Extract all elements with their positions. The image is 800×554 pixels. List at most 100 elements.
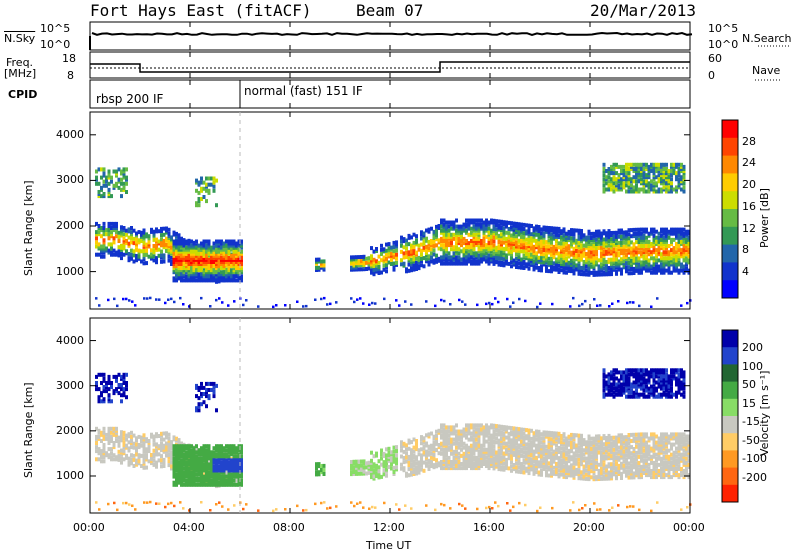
power-cell bbox=[505, 239, 508, 243]
power-cell bbox=[207, 251, 211, 256]
power-cell bbox=[182, 251, 186, 256]
power-cell bbox=[652, 242, 656, 246]
power-cell bbox=[190, 243, 193, 248]
power-cell bbox=[472, 253, 476, 258]
power-cell bbox=[452, 253, 456, 258]
power-cell bbox=[142, 230, 146, 235]
power-cell bbox=[530, 236, 533, 241]
power-cell bbox=[442, 234, 446, 239]
power-cell bbox=[475, 236, 478, 241]
velocity-cell bbox=[112, 457, 116, 462]
power-cell bbox=[632, 234, 636, 239]
power-cell bbox=[102, 228, 106, 233]
power-cell bbox=[640, 242, 643, 246]
power-cell bbox=[540, 227, 543, 232]
power-cell bbox=[637, 164, 641, 169]
velocity-cell bbox=[370, 460, 373, 465]
velocity-cell bbox=[137, 445, 141, 450]
power-cell bbox=[572, 246, 576, 251]
power-cell bbox=[535, 232, 538, 237]
power-cell bbox=[160, 249, 163, 254]
power-cell bbox=[107, 221, 111, 226]
power-cell bbox=[600, 231, 603, 236]
power-cell bbox=[465, 228, 468, 233]
power-cell bbox=[577, 249, 581, 254]
power-cell bbox=[155, 247, 158, 252]
power-cell bbox=[687, 270, 691, 275]
velocity-cell bbox=[375, 467, 378, 472]
power-cell bbox=[222, 243, 226, 248]
power-cell bbox=[372, 272, 376, 277]
power-cell bbox=[185, 255, 188, 260]
velocity-cell bbox=[97, 428, 101, 433]
power-cell bbox=[197, 199, 201, 204]
velocity-cell bbox=[437, 443, 441, 447]
power-cell bbox=[115, 228, 118, 233]
power-cell bbox=[593, 298, 596, 301]
velocity-cell bbox=[450, 425, 453, 430]
velocity-cell bbox=[230, 450, 233, 455]
power-cell bbox=[625, 167, 628, 171]
power-cell bbox=[645, 164, 648, 169]
power-cell bbox=[550, 232, 553, 237]
velocity-cell bbox=[212, 450, 216, 455]
velocity-cell bbox=[405, 443, 408, 448]
power-cell bbox=[480, 253, 483, 258]
power-cell bbox=[662, 167, 666, 171]
power-cell bbox=[617, 253, 621, 258]
power-cell bbox=[232, 249, 236, 254]
power-cell bbox=[442, 222, 446, 227]
power-cell bbox=[472, 218, 476, 223]
power-cell bbox=[487, 245, 491, 250]
velocity-cell bbox=[237, 482, 241, 487]
power-cell bbox=[147, 240, 151, 245]
power-cell bbox=[218, 297, 221, 300]
power-cell bbox=[615, 247, 618, 252]
power-cell bbox=[195, 178, 198, 183]
velocity-cell bbox=[135, 448, 138, 453]
power-cell bbox=[452, 236, 456, 241]
power-cell bbox=[235, 251, 238, 256]
velocity-cell bbox=[435, 448, 438, 452]
velocity-cell bbox=[102, 451, 106, 456]
velocity-cell bbox=[112, 432, 116, 437]
power-cell bbox=[572, 228, 576, 233]
power-cell bbox=[545, 256, 548, 261]
power-cell bbox=[102, 179, 106, 184]
velocity-cell bbox=[230, 476, 233, 481]
power-cell bbox=[357, 263, 361, 268]
velocity-cell bbox=[215, 476, 218, 481]
power-cell bbox=[565, 237, 568, 242]
power-cell bbox=[180, 255, 183, 260]
power-cell bbox=[457, 247, 461, 252]
power-cell bbox=[657, 250, 661, 255]
power-cell bbox=[525, 252, 528, 256]
power-cell bbox=[495, 219, 498, 224]
power-cell bbox=[622, 251, 626, 255]
velocity-cell bbox=[102, 443, 106, 447]
power-cell bbox=[655, 252, 658, 257]
power-cell bbox=[490, 228, 493, 233]
power-cell bbox=[530, 240, 533, 245]
velocity-cell bbox=[95, 457, 98, 462]
power-cell bbox=[382, 255, 386, 260]
velocity-cell bbox=[175, 464, 178, 469]
nave-tick-bottom: 0 bbox=[708, 69, 715, 82]
power-cell bbox=[195, 249, 198, 254]
velocity-cell bbox=[205, 482, 208, 487]
velocity-cell bbox=[210, 478, 213, 483]
power-cell bbox=[122, 185, 126, 190]
velocity-cell bbox=[102, 445, 106, 450]
power-cell bbox=[370, 268, 373, 273]
power-cell bbox=[620, 234, 623, 239]
power-cell bbox=[177, 255, 181, 260]
power-cell bbox=[192, 251, 196, 256]
power-cell bbox=[212, 255, 216, 260]
power-cell bbox=[455, 257, 458, 262]
power-cell bbox=[537, 241, 541, 246]
power-cell bbox=[147, 236, 151, 241]
velocity-cell bbox=[480, 447, 483, 452]
velocity-cell bbox=[407, 438, 411, 443]
power-cell bbox=[677, 167, 681, 171]
velocity-cell bbox=[217, 456, 221, 461]
